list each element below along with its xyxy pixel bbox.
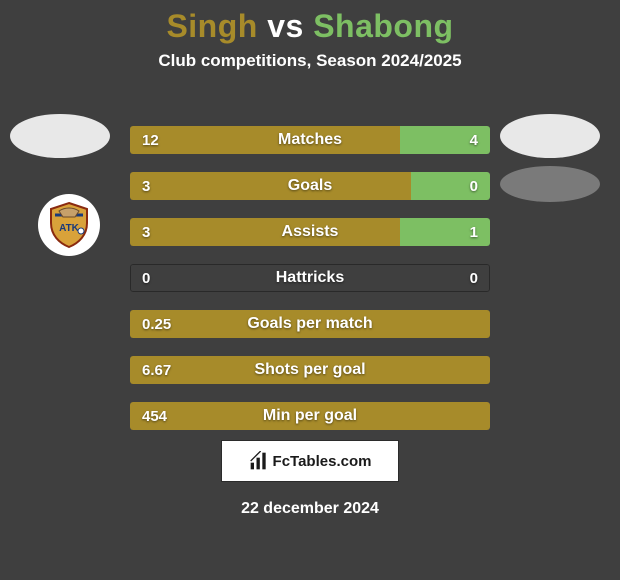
brand-badge: FcTables.com — [221, 440, 399, 482]
page-title: Singh vs Shabong — [0, 0, 620, 45]
stat-row: 454Min per goal — [130, 402, 490, 430]
bar-chart-icon — [249, 451, 269, 471]
stat-row: 00Hattricks — [130, 264, 490, 292]
player2-avatar — [500, 114, 600, 158]
player1-name: Singh — [166, 8, 257, 44]
stat-row: 124Matches — [130, 126, 490, 154]
player2-name: Shabong — [313, 8, 453, 44]
comparison-chart: 124Matches 30Goals 31Assists 00Hattricks 0.2… — [130, 126, 490, 448]
shield-icon: ATK — [45, 201, 93, 249]
player2-club-avatar — [500, 166, 600, 202]
stat-label: Hattricks — [130, 264, 490, 292]
stat-row: 31Assists — [130, 218, 490, 246]
vs-text: vs — [267, 8, 304, 44]
stat-row: 30Goals — [130, 172, 490, 200]
stat-label: Goals — [130, 172, 490, 200]
date-text: 22 december 2024 — [0, 500, 620, 518]
svg-text:ATK: ATK — [59, 223, 80, 234]
player1-avatar — [10, 114, 110, 158]
stat-row: 6.67Shots per goal — [130, 356, 490, 384]
stat-label: Min per goal — [130, 402, 490, 430]
player1-club-badge: ATK — [38, 194, 100, 256]
stat-label: Goals per match — [130, 310, 490, 338]
stat-row: 0.25Goals per match — [130, 310, 490, 338]
stat-label: Matches — [130, 126, 490, 154]
subtitle: Club competitions, Season 2024/2025 — [0, 51, 620, 71]
stat-label: Assists — [130, 218, 490, 246]
brand-text: FcTables.com — [273, 453, 372, 470]
stat-label: Shots per goal — [130, 356, 490, 384]
